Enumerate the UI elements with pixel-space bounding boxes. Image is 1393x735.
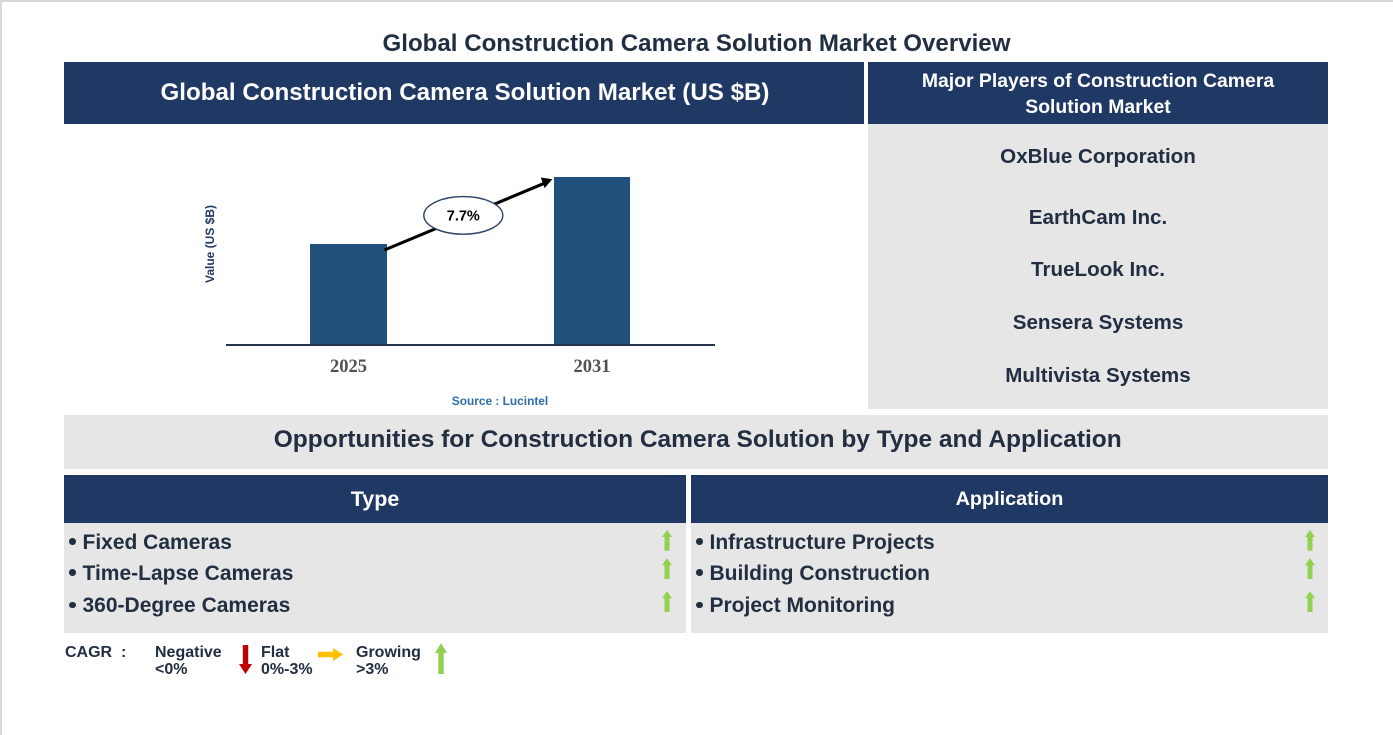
svg-text:7.7%: 7.7% xyxy=(447,209,480,225)
